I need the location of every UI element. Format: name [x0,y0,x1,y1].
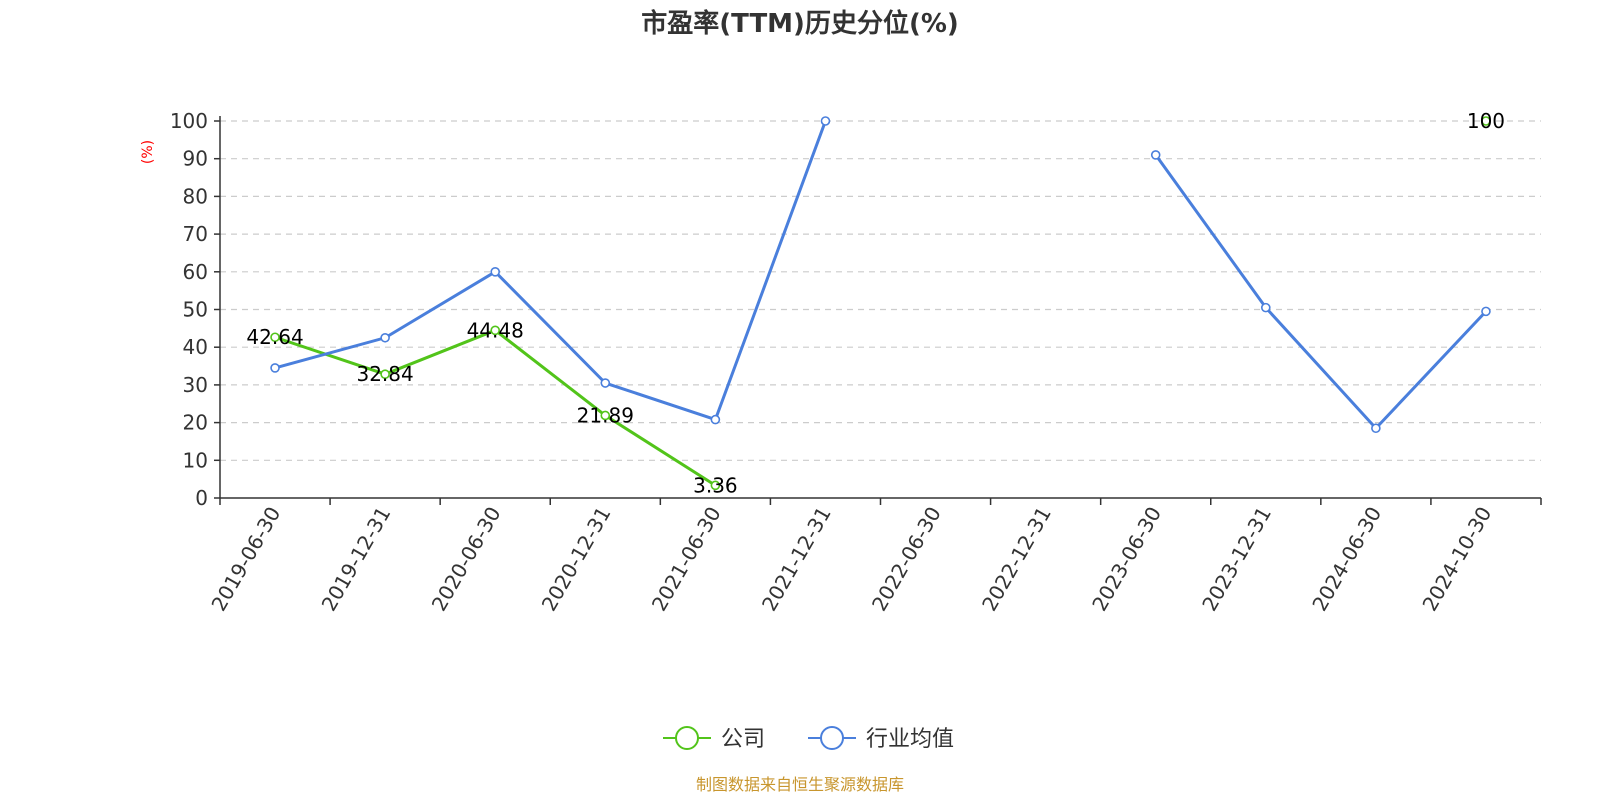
x-tick-label: 2022-12-31 [977,503,1056,616]
x-tick-label: 2020-06-30 [427,503,506,616]
data-point [490,266,501,277]
series-2 [270,116,1491,434]
x-tick-label: 2021-12-31 [757,503,836,616]
data-label: 21.89 [577,403,634,427]
data-point [270,363,280,373]
y-axis-label: (%) [140,140,156,164]
chart-title: 市盈率(TTM)历史分位(%) [641,8,959,39]
series-line [1154,154,1488,430]
y-tick-label: 40 [183,335,208,359]
y-tick-label: 20 [183,411,208,435]
data-point [1481,116,1491,126]
x-tick-label: 2021-06-30 [647,503,726,616]
data-label: 44.48 [467,318,524,342]
data-label: 100 [1467,109,1505,133]
x-tick-label: 2022-06-30 [867,503,946,616]
x-tick-label: 2024-10-30 [1417,503,1496,616]
data-point [380,369,390,379]
data-label: 32.84 [356,362,413,386]
legend-marker [820,726,844,750]
y-tick-label: 100 [170,109,208,133]
x-tick-label: 2020-12-31 [537,503,616,616]
data-point [380,332,390,343]
source-note: 制图数据来自恒生聚源数据库 [696,775,904,794]
y-tick-label: 90 [183,147,208,171]
y-tick-label: 70 [183,222,208,246]
y-tick-label: 0 [195,486,208,510]
y-tick-label: 10 [183,448,208,472]
grid-lines [220,120,1541,461]
data-point [1371,423,1381,434]
legend-label: 行业均值 [866,727,954,752]
data-point [710,480,721,491]
y-tick-label: 60 [183,260,208,284]
series-1 [270,116,1491,491]
x-tick-label: 2019-06-30 [206,503,285,616]
legend-item-1[interactable]: 公司 [663,726,765,752]
data-point [820,116,831,126]
legend-item-2[interactable]: 行业均值 [808,726,954,752]
data-point [710,414,721,425]
data-label: 3.36 [693,473,738,497]
data-point [1260,302,1271,313]
legend-marker [675,726,699,750]
series-layer [270,116,1491,491]
data-label: 42.64 [246,325,303,349]
legend[interactable]: 公司 行业均值 [663,726,954,752]
y-tick-label: 30 [183,373,208,397]
data-point [1481,306,1491,317]
data-point [600,410,611,421]
series-line [274,120,827,422]
data-point [600,378,611,388]
data-point [490,325,501,336]
x-tick-label: 2019-12-31 [317,503,396,616]
legend-label: 公司 [721,727,765,752]
x-tick-label: 2023-06-30 [1087,503,1166,616]
data-point [270,332,280,343]
x-tick-label: 2024-06-30 [1307,503,1386,616]
series-line [274,328,717,487]
y-tick-label: 80 [183,184,208,208]
data-point [1150,150,1161,160]
y-tick-label: 50 [183,298,208,322]
data-labels: 42.64 32.84 44.48 21.89 3.36 100 [246,109,1505,497]
x-tick-label: 2023-12-31 [1197,503,1276,616]
